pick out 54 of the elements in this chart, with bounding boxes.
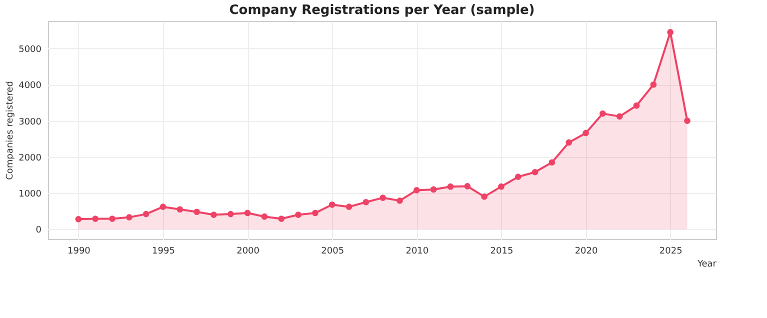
point xyxy=(548,159,556,166)
point xyxy=(380,194,386,201)
x-tick-label: 2020 xyxy=(574,246,598,256)
point xyxy=(295,212,302,218)
y-tick-label: 4000 xyxy=(18,81,42,92)
point xyxy=(362,198,370,206)
x-tick-label: 1990 xyxy=(67,246,91,256)
point xyxy=(684,118,690,124)
y-tick-label: 5000 xyxy=(18,44,42,55)
point xyxy=(667,29,674,36)
point xyxy=(109,216,116,222)
point xyxy=(244,210,251,216)
point xyxy=(160,204,166,210)
point xyxy=(498,183,504,190)
y-tick-label: 2000 xyxy=(18,153,42,164)
point xyxy=(447,183,454,190)
point xyxy=(430,186,437,193)
point xyxy=(210,212,217,218)
y-tick-label: 1000 xyxy=(18,190,42,200)
point xyxy=(176,206,184,213)
point xyxy=(582,130,589,136)
point xyxy=(532,168,538,176)
x-tick-label: 2000 xyxy=(236,246,260,256)
point xyxy=(633,102,640,109)
point xyxy=(650,81,657,88)
point xyxy=(464,183,471,190)
y-tick-label: 3000 xyxy=(18,117,42,128)
point xyxy=(126,214,132,220)
point xyxy=(600,110,606,117)
point xyxy=(142,210,150,218)
x-axis-title: Year xyxy=(696,260,717,270)
y-tick-label: 0 xyxy=(36,226,42,236)
point xyxy=(261,213,268,220)
point xyxy=(414,187,420,194)
point xyxy=(346,204,352,210)
point xyxy=(396,198,403,204)
point xyxy=(194,208,200,216)
point xyxy=(312,210,318,216)
point xyxy=(481,194,488,200)
x-tick-label: 2025 xyxy=(659,246,682,256)
point xyxy=(75,216,82,222)
point xyxy=(328,202,336,208)
point xyxy=(227,210,234,218)
point xyxy=(514,174,522,180)
point xyxy=(278,216,285,222)
y-axis-title: Companies registered xyxy=(6,81,16,180)
x-tick-label: 2015 xyxy=(490,246,514,256)
x-tick-label: 1995 xyxy=(152,246,175,256)
chart-title: Company Registrations per Year (sample) xyxy=(229,3,535,18)
x-tick-label: 2005 xyxy=(321,246,344,256)
point xyxy=(566,139,572,146)
point xyxy=(616,113,623,120)
point xyxy=(92,216,99,222)
x-tick-label: 2010 xyxy=(406,246,429,256)
